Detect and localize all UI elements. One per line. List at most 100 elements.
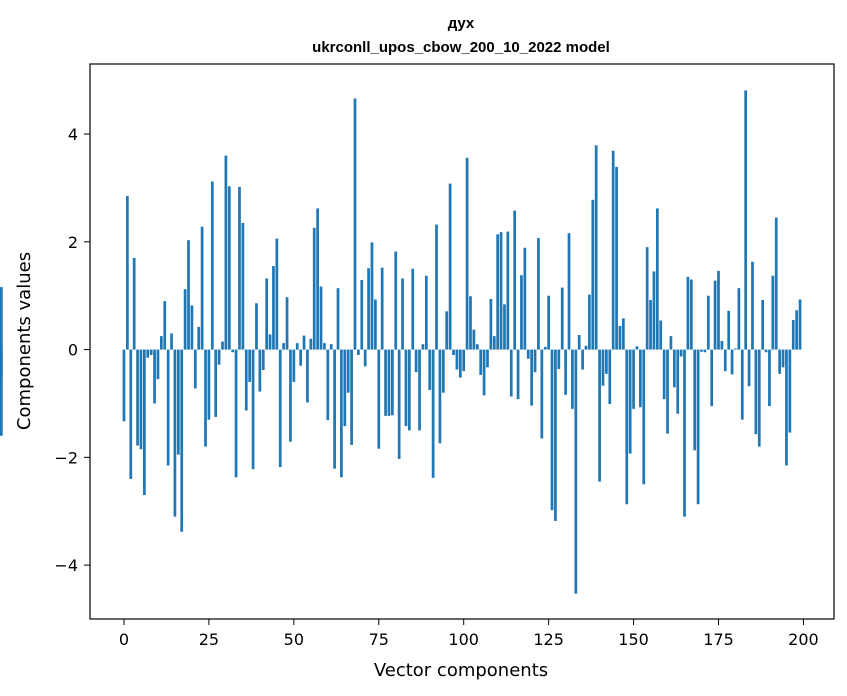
bar-55 bbox=[309, 338, 313, 350]
bar-112 bbox=[503, 304, 506, 350]
bar-165 bbox=[683, 349, 686, 517]
bar-183 bbox=[744, 90, 748, 350]
bar-106 bbox=[482, 349, 486, 396]
bar-169 bbox=[696, 349, 700, 505]
x-tick-label-75: 75 bbox=[369, 630, 389, 649]
bar-5 bbox=[139, 349, 143, 450]
bar-189 bbox=[764, 349, 768, 353]
x-axis-ticks: 0 25 50 75 100 125 150 175 200 bbox=[119, 619, 819, 649]
bar-136 bbox=[584, 345, 588, 350]
bar-95 bbox=[445, 311, 449, 350]
bar-130 bbox=[564, 349, 567, 395]
bar-117 bbox=[520, 275, 523, 350]
bar-157 bbox=[655, 208, 659, 350]
bar-135 bbox=[581, 349, 584, 370]
bar-27 bbox=[214, 349, 218, 417]
bar-79 bbox=[391, 349, 394, 416]
bar-21 bbox=[193, 349, 197, 389]
bar-192 bbox=[774, 217, 778, 350]
bar-148 bbox=[625, 349, 629, 505]
bar-76 bbox=[380, 267, 384, 350]
bar-170 bbox=[700, 349, 703, 352]
bar-92 bbox=[435, 224, 438, 350]
bar-132 bbox=[571, 349, 574, 409]
x-axis-label: Vector components bbox=[374, 660, 548, 681]
bar-23 bbox=[200, 226, 204, 350]
bar-150 bbox=[632, 349, 635, 409]
bar-56 bbox=[312, 227, 316, 350]
bar-77 bbox=[384, 349, 387, 416]
bar-60 bbox=[326, 349, 330, 421]
bar-70 bbox=[360, 280, 364, 350]
bar-197 bbox=[791, 319, 795, 350]
bar-2 bbox=[129, 349, 133, 479]
bar-78 bbox=[387, 349, 391, 416]
plot-frame bbox=[89, 63, 835, 620]
x-tick-label-200: 200 bbox=[788, 630, 819, 649]
bar-46 bbox=[278, 349, 282, 468]
bar-109 bbox=[492, 336, 496, 350]
bar-153 bbox=[642, 349, 646, 485]
bar-45 bbox=[275, 238, 279, 350]
bar-3 bbox=[132, 257, 136, 350]
bar-undefined bbox=[0, 349, 3, 377]
bar-146 bbox=[618, 325, 622, 350]
bar-64 bbox=[340, 349, 343, 478]
bar-19 bbox=[187, 240, 190, 350]
bar-104 bbox=[475, 344, 479, 350]
bar-102 bbox=[469, 296, 472, 350]
chart-subtitle: ukrconll_upos_cbow_200_10_2022 model bbox=[312, 39, 610, 56]
bar-61 bbox=[329, 344, 333, 350]
bar-154 bbox=[645, 247, 649, 350]
bar-26 bbox=[210, 181, 214, 350]
bar-41 bbox=[261, 349, 265, 371]
bar-4 bbox=[136, 349, 139, 446]
bar-8 bbox=[149, 349, 153, 355]
bar-156 bbox=[652, 271, 656, 350]
bar-81 bbox=[397, 349, 401, 459]
bar-124 bbox=[543, 346, 547, 350]
bar-174 bbox=[713, 280, 717, 350]
bar-57 bbox=[316, 208, 319, 350]
bar-68 bbox=[353, 98, 357, 350]
bar-118 bbox=[523, 247, 527, 350]
bar-32 bbox=[231, 349, 235, 353]
bar-40 bbox=[258, 349, 262, 392]
bar-85 bbox=[411, 268, 415, 350]
bar-33 bbox=[234, 349, 238, 478]
bar-80 bbox=[394, 251, 398, 350]
y-tick-label--2: −2 bbox=[54, 448, 78, 467]
bar-11 bbox=[159, 336, 163, 350]
bar-24 bbox=[204, 349, 207, 447]
bar-9 bbox=[153, 349, 156, 404]
bar-100 bbox=[462, 349, 466, 372]
bar-108 bbox=[489, 298, 493, 350]
bar-143 bbox=[608, 349, 612, 404]
bar-193 bbox=[778, 349, 781, 374]
bar-20 bbox=[190, 305, 194, 350]
bar-84 bbox=[407, 349, 411, 431]
bar-166 bbox=[686, 276, 690, 350]
bar-86 bbox=[414, 349, 418, 373]
y-tick-label-0: 0 bbox=[68, 341, 78, 360]
bar-198 bbox=[795, 310, 798, 350]
bar-128 bbox=[557, 349, 561, 369]
bar-62 bbox=[333, 349, 336, 469]
bar-43 bbox=[268, 334, 272, 350]
bar-195 bbox=[785, 349, 788, 466]
bar-74 bbox=[374, 299, 377, 350]
bar-139 bbox=[594, 145, 598, 350]
bar-123 bbox=[540, 349, 544, 439]
bar-103 bbox=[472, 329, 476, 350]
bar-131 bbox=[567, 233, 571, 350]
y-tick-label-4: 4 bbox=[68, 125, 78, 144]
bar-29 bbox=[221, 341, 224, 350]
bar-199 bbox=[798, 299, 802, 350]
bar-160 bbox=[666, 349, 669, 434]
bar-48 bbox=[285, 297, 289, 350]
bar-111 bbox=[499, 232, 503, 350]
bar-116 bbox=[516, 349, 520, 400]
bar-87 bbox=[418, 349, 421, 431]
x-tick-label-100: 100 bbox=[448, 630, 479, 649]
bar-90 bbox=[428, 349, 432, 390]
